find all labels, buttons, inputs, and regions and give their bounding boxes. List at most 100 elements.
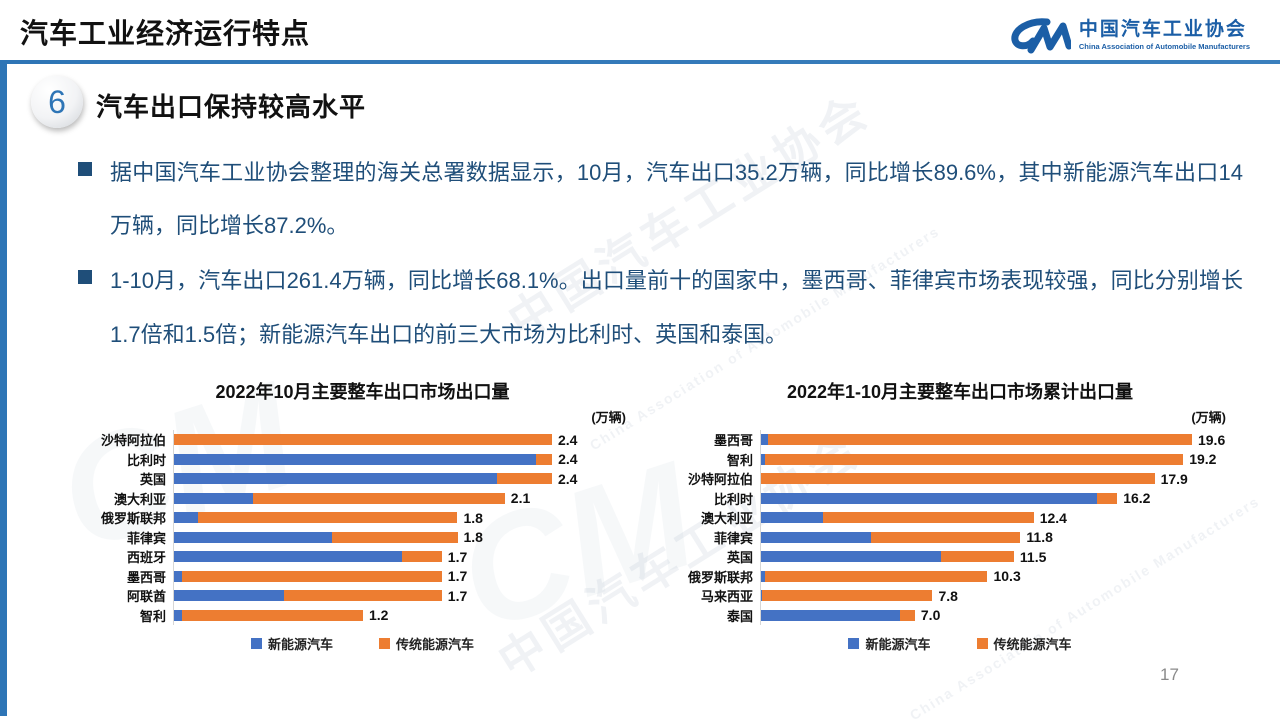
- value-label: 1.2: [368, 607, 389, 624]
- legend-label: 传统能源汽车: [396, 637, 475, 652]
- value-label: 1.7: [447, 568, 468, 585]
- chart-row: 菲律宾 11.8: [680, 527, 1240, 547]
- bar-track: 2.4: [173, 469, 577, 489]
- page-title: 汽车工业经济运行特点: [20, 18, 311, 49]
- ice-bar-segment: [870, 531, 1021, 543]
- ice-bar-segment: [941, 551, 1014, 563]
- nev-bar-segment: [174, 512, 198, 524]
- chart-legend: 新能源汽车 传统能源汽车: [85, 634, 640, 653]
- ice-bar-segment: [181, 570, 442, 582]
- nev-bar-segment: [174, 531, 332, 543]
- value-label: 12.4: [1039, 509, 1067, 526]
- bar-track: 10.3: [760, 566, 1021, 586]
- bar-track: 2.4: [173, 430, 577, 450]
- category-label: 俄罗斯联邦: [687, 569, 753, 585]
- chart-row: 俄罗斯联邦 10.3: [680, 566, 1240, 586]
- bar-track: 16.2: [760, 488, 1151, 508]
- value-label: 7.8: [938, 587, 958, 604]
- bullet-square-icon: [78, 162, 92, 176]
- ice-bar-segment: [181, 609, 363, 621]
- nev-bar-segment: [174, 453, 537, 465]
- nev-bar-segment: [761, 492, 1098, 504]
- nev-bar-segment: [761, 531, 871, 543]
- bar-track: 11.8: [760, 527, 1053, 547]
- ice-bar-segment: [197, 512, 458, 524]
- category-label: 阿联酋: [126, 589, 166, 605]
- bullet-text: 据中国汽车工业协会整理的海关总署数据显示，10月，汽车出口35.2万辆，同比增长…: [110, 160, 1243, 239]
- legend-label: 新能源汽车: [267, 637, 333, 652]
- section-title: 汽车出口保持较高水平: [96, 92, 367, 122]
- nev-bar-segment: [761, 434, 768, 446]
- bullet-list: 据中国汽车工业协会整理的海关总署数据显示，10月，汽车出口35.2万辆，同比增长…: [78, 146, 1243, 363]
- nev-bar-segment: [174, 590, 285, 602]
- chart-row: 英国 2.4: [85, 469, 640, 489]
- chart-row: 智利 1.2: [85, 605, 640, 625]
- nev-bar-segment: [761, 570, 766, 582]
- category-label: 墨西哥: [713, 433, 753, 449]
- category-label: 比利时: [713, 491, 753, 507]
- category-label: 比利时: [126, 452, 166, 468]
- bar-track: 1.8: [173, 508, 483, 528]
- chart-row: 比利时 2.4: [85, 449, 640, 469]
- chart-row: 泰国 7.0: [680, 605, 1240, 625]
- chart-row: 马来西亚 7.8: [680, 586, 1240, 606]
- chart-plot-area: 墨西哥 19.6 智利 19.2 沙特阿拉伯 17.9 比利时 16.2 澳大利亚 12.4 菲律宾…: [680, 430, 1240, 625]
- chart-unit-label: (万辆): [591, 410, 626, 425]
- bar-track: 1.7: [173, 586, 467, 606]
- ice-bar-segment: [496, 473, 552, 485]
- value-label: 16.2: [1123, 490, 1151, 507]
- logo-name-en: China Association of Automobile Manufact…: [1078, 42, 1250, 52]
- bar-track: 11.5: [760, 547, 1046, 567]
- category-label: 智利: [726, 452, 753, 468]
- legend-item-ice: 传统能源汽车: [976, 634, 1072, 653]
- ice-bar-segment: [762, 590, 933, 602]
- nev-bar-segment: [174, 570, 182, 582]
- category-label: 俄罗斯联邦: [100, 511, 166, 527]
- chart-title: 2022年10月主要整车出口市场出口量: [215, 382, 510, 402]
- ice-bar-segment: [331, 531, 458, 543]
- bullet-item: 1-10月，汽车出口261.4万辆，同比增长68.1%。出口量前十的国家中，墨西…: [78, 254, 1243, 360]
- nev-legend-swatch-icon: [848, 638, 860, 649]
- value-label: 2.4: [558, 431, 578, 448]
- bar-track: 1.7: [173, 547, 467, 567]
- value-label: 1.7: [447, 548, 468, 565]
- chart-row: 沙特阿拉伯 17.9: [680, 469, 1240, 489]
- ice-bar-segment: [761, 473, 1155, 485]
- value-label: 10.3: [993, 568, 1021, 585]
- value-label: 2.4: [557, 470, 578, 487]
- category-label: 菲律宾: [713, 530, 753, 546]
- nev-bar-segment: [174, 473, 497, 485]
- chart-row: 菲律宾 1.8: [85, 527, 640, 547]
- page-number: 17: [1160, 665, 1179, 684]
- nev-bar-segment: [761, 609, 900, 621]
- chart-row: 墨西哥 1.7: [85, 566, 640, 586]
- category-label: 菲律宾: [126, 530, 166, 546]
- logo: 中国汽车工业协会 China Association of Automobile…: [1007, 14, 1250, 58]
- value-label: 1.7: [447, 587, 468, 604]
- value-label: 2.1: [510, 490, 531, 507]
- category-label: 英国: [726, 550, 753, 566]
- nev-bar-segment: [761, 551, 942, 563]
- ice-bar-segment: [252, 492, 505, 504]
- chart-cumulative-exports: 2022年1-10月主要整车出口市场累计出口量 (万辆) 墨西哥 19.6 智利 19…: [680, 378, 1240, 653]
- bar-track: 1.7: [173, 566, 468, 586]
- value-label: 7.0: [920, 607, 941, 624]
- category-label: 泰国: [726, 608, 753, 624]
- bar-track: 1.2: [173, 605, 389, 625]
- bar-track: 19.2: [760, 449, 1216, 469]
- legend-label: 传统能源汽车: [993, 637, 1072, 652]
- category-label: 墨西哥: [126, 569, 166, 585]
- legend-item-nev: 新能源汽车: [250, 634, 333, 653]
- bar-track: 7.0: [760, 605, 941, 625]
- value-label: 17.9: [1160, 470, 1188, 487]
- chart-legend: 新能源汽车 传统能源汽车: [680, 634, 1240, 653]
- value-label: 11.8: [1026, 529, 1053, 546]
- logo-text: 中国汽车工业协会 China Association of Automobile…: [1078, 20, 1250, 52]
- category-label: 沙特阿拉伯: [687, 472, 753, 488]
- category-label: 马来西亚: [700, 589, 753, 605]
- nev-legend-swatch-icon: [250, 638, 262, 649]
- bar-track: 2.4: [173, 449, 578, 469]
- chart-unit-label: (万辆): [1191, 410, 1226, 425]
- value-label: 11.5: [1019, 548, 1047, 565]
- bullet-square-icon: [78, 270, 92, 285]
